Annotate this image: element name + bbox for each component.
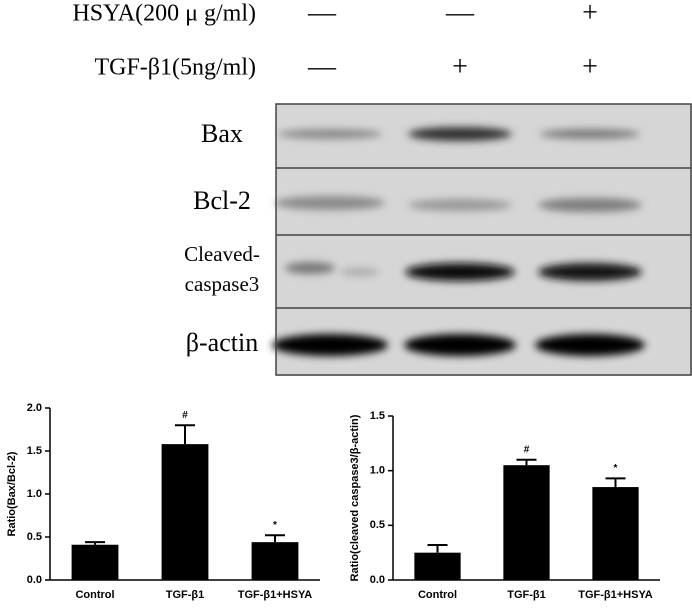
y-axis-label: Ratio(cleaved caspase3/β-actin) (349, 414, 361, 581)
blot-borders (275, 103, 692, 376)
error-bar (175, 424, 195, 445)
band (275, 196, 385, 210)
bar (251, 542, 299, 580)
y-tick-label: 0.0 (370, 574, 385, 586)
y-tick-label: 1.0 (370, 465, 385, 477)
band-label: Cleaved- (184, 242, 260, 266)
y-tick-label: 0.5 (370, 519, 385, 531)
bar (161, 444, 209, 580)
band (408, 127, 512, 141)
band (408, 199, 512, 211)
x-tick-label: TGF-β1 (507, 589, 546, 601)
band-label: caspase3 (185, 272, 260, 296)
treatment-sign: + (452, 51, 468, 82)
y-tick-label: 0.5 (27, 531, 42, 543)
error-bar (85, 541, 105, 545)
treatment-sign: — (307, 0, 337, 28)
treatment-sign: + (582, 0, 598, 28)
band (404, 334, 516, 356)
significance-mark: * (273, 520, 277, 531)
error-bar (605, 477, 626, 488)
x-tick-label: TGF-β1+HSYA (578, 589, 653, 601)
error-bar (427, 544, 448, 553)
band (540, 129, 640, 139)
band-label: Bcl-2 (193, 186, 251, 215)
bar (592, 487, 639, 580)
band (272, 334, 388, 356)
treatment-sign: — (307, 51, 337, 82)
x-tick-label: Control (75, 589, 114, 601)
y-tick-label: 2.0 (27, 402, 42, 414)
band (285, 262, 335, 274)
error-bar (265, 534, 285, 543)
y-tick-label: 1.5 (370, 410, 385, 422)
bands (272, 127, 645, 356)
treatment-sign: + (582, 51, 598, 82)
band-label: Bax (201, 119, 243, 148)
band (278, 129, 382, 139)
band (538, 263, 642, 281)
x-tick-label: TGF-β1+HSYA (238, 589, 313, 601)
y-tick-label: 1.5 (27, 445, 42, 457)
band (535, 334, 645, 356)
bar (414, 552, 461, 580)
x-tick-label: Control (418, 589, 457, 601)
y-tick-label: 0.0 (27, 574, 42, 586)
error-bar (516, 458, 537, 466)
band (340, 268, 380, 276)
significance-mark: # (182, 410, 188, 421)
significance-mark: # (524, 444, 530, 455)
bar (71, 544, 119, 580)
band (405, 263, 515, 281)
treatment-label: HSYA(200 μ g/ml) (72, 1, 256, 27)
x-tick-label: TGF-β1 (166, 589, 205, 601)
blot-background (276, 104, 692, 376)
bar (503, 465, 550, 580)
significance-mark: * (614, 463, 618, 474)
treatment-sign: — (445, 0, 475, 28)
blot-panel (272, 103, 692, 376)
treatment-label: TGF-β1(5ng/ml) (94, 55, 256, 81)
band-label: β-actin (186, 328, 258, 357)
y-tick-label: 1.0 (27, 488, 42, 500)
band (538, 198, 642, 212)
y-axis-label: Ratio(Bax/Bcl-2) (6, 451, 18, 536)
